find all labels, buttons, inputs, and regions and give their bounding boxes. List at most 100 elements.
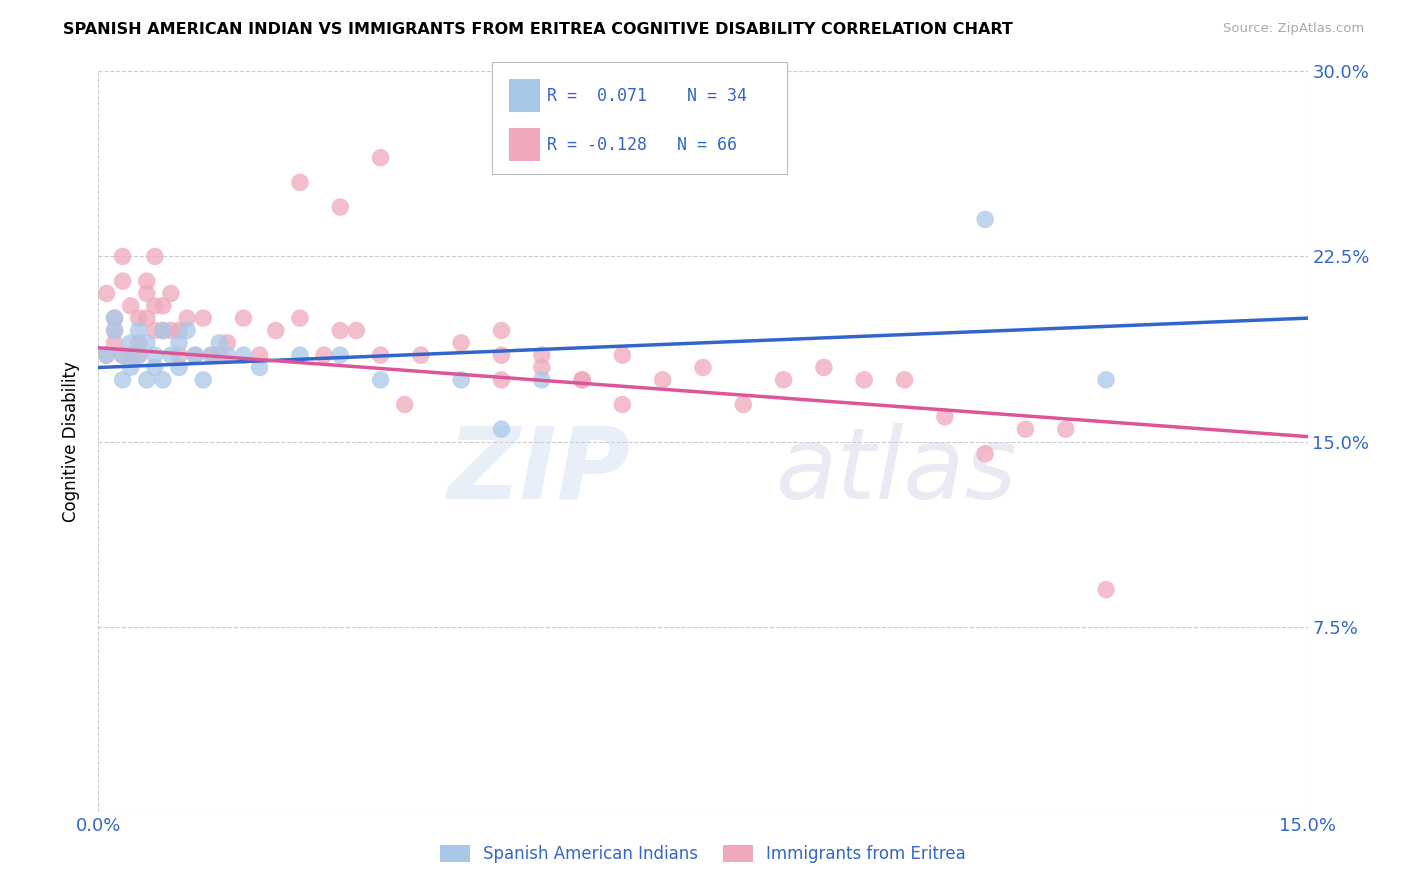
Point: [103, 324, 125, 338]
Y-axis label: Cognitive Disability: Cognitive Disability: [62, 361, 80, 522]
Point: [530, 373, 553, 387]
Point: [491, 373, 513, 387]
Point: [208, 335, 231, 350]
Point: [128, 311, 150, 326]
Point: [232, 311, 254, 326]
Point: [103, 311, 125, 326]
Point: [813, 360, 835, 375]
Point: [314, 348, 336, 362]
Point: [167, 335, 190, 350]
Point: [200, 348, 222, 362]
Point: [184, 348, 207, 362]
Point: [167, 360, 190, 375]
Point: [893, 373, 915, 387]
Legend: Spanish American Indians, Immigrants from Eritrea: Spanish American Indians, Immigrants fro…: [433, 838, 973, 870]
Point: [530, 348, 553, 362]
Point: [491, 422, 513, 436]
Point: [143, 348, 166, 362]
Point: [370, 373, 392, 387]
Point: [193, 373, 215, 387]
Point: [103, 335, 125, 350]
Point: [249, 360, 271, 375]
Point: [329, 324, 352, 338]
Point: [974, 212, 997, 227]
Text: atlas: atlas: [776, 423, 1017, 520]
Point: [120, 299, 142, 313]
Point: [409, 348, 432, 362]
Point: [143, 360, 166, 375]
Point: [135, 373, 157, 387]
Text: ZIP: ZIP: [447, 423, 630, 520]
Point: [200, 348, 222, 362]
Point: [135, 335, 157, 350]
Point: [491, 324, 513, 338]
Point: [651, 373, 673, 387]
Point: [160, 348, 183, 362]
Point: [176, 311, 198, 326]
Point: [152, 373, 174, 387]
Point: [853, 373, 876, 387]
Point: [264, 324, 287, 338]
Point: [135, 274, 157, 288]
Point: [370, 151, 392, 165]
Point: [329, 200, 352, 214]
Point: [249, 348, 271, 362]
Point: [96, 348, 118, 362]
Point: [143, 249, 166, 264]
Point: [152, 299, 174, 313]
Point: [612, 348, 634, 362]
Point: [152, 324, 174, 338]
Point: [344, 324, 367, 338]
Point: [772, 373, 794, 387]
Text: R = -0.128   N = 66: R = -0.128 N = 66: [547, 136, 737, 154]
Point: [135, 311, 157, 326]
Point: [111, 249, 134, 264]
Point: [288, 175, 311, 190]
Point: [232, 348, 254, 362]
Point: [152, 324, 174, 338]
Point: [394, 398, 416, 412]
Point: [111, 348, 134, 362]
Point: [103, 324, 125, 338]
Point: [120, 348, 142, 362]
Point: [1095, 582, 1118, 597]
Point: [329, 348, 352, 362]
Point: [370, 348, 392, 362]
Point: [612, 398, 634, 412]
Point: [120, 360, 142, 375]
Point: [288, 348, 311, 362]
Point: [111, 373, 134, 387]
Point: [111, 348, 134, 362]
Text: SPANISH AMERICAN INDIAN VS IMMIGRANTS FROM ERITREA COGNITIVE DISABILITY CORRELAT: SPANISH AMERICAN INDIAN VS IMMIGRANTS FR…: [63, 22, 1014, 37]
Point: [571, 373, 593, 387]
Point: [176, 324, 198, 338]
Point: [128, 324, 150, 338]
Point: [733, 398, 755, 412]
Point: [160, 324, 183, 338]
Point: [450, 373, 472, 387]
Point: [103, 311, 125, 326]
Point: [128, 348, 150, 362]
Point: [111, 274, 134, 288]
Point: [450, 335, 472, 350]
Text: Source: ZipAtlas.com: Source: ZipAtlas.com: [1223, 22, 1364, 36]
Point: [974, 447, 997, 461]
Point: [1095, 373, 1118, 387]
Point: [128, 348, 150, 362]
Point: [217, 335, 239, 350]
Point: [96, 286, 118, 301]
Point: [135, 286, 157, 301]
Point: [167, 348, 190, 362]
Point: [143, 324, 166, 338]
Point: [692, 360, 714, 375]
Point: [128, 335, 150, 350]
Point: [193, 311, 215, 326]
Point: [491, 348, 513, 362]
Point: [184, 348, 207, 362]
Point: [96, 348, 118, 362]
Point: [1014, 422, 1036, 436]
Point: [934, 409, 956, 424]
Point: [120, 335, 142, 350]
Point: [208, 348, 231, 362]
Point: [571, 373, 593, 387]
